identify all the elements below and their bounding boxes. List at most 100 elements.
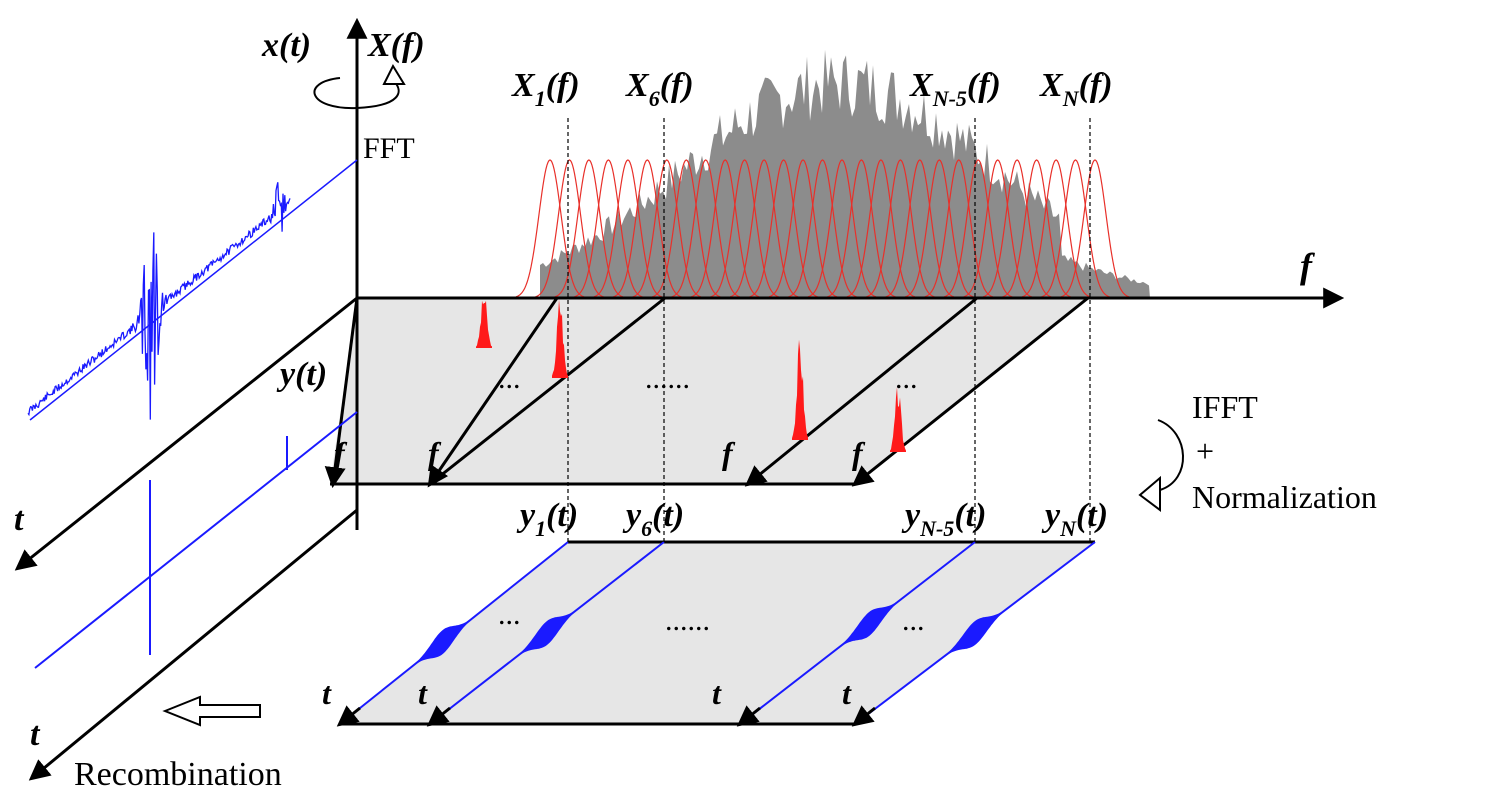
label-recombination: Recombination [74,756,282,793]
original-signal [27,182,291,420]
filter-curve [535,159,604,298]
component-label-n: yN(t) [1041,497,1108,541]
filter-curve [729,159,799,298]
label-t-lower: t [30,716,41,753]
band-label-6: X6(f) [625,67,694,111]
upper-strip-line-4 [744,296,978,487]
lower-strip-signals [336,541,1096,727]
component-wave-packet [829,592,910,655]
band-spike [476,300,492,348]
label-t-upper: t [14,501,25,538]
upper-strip-line-5 [851,296,1089,487]
filter-curve [1041,159,1110,298]
filter-curve [632,159,701,298]
filter-curve [866,159,935,298]
filter-curve [944,159,1013,298]
label-plus: + [1196,433,1214,469]
label-Xf: X(f) [367,27,425,64]
left-time-axes [14,296,358,781]
filter-curve [827,159,896,298]
recombination-arrow-icon [162,695,261,727]
component-time-arrow [851,705,876,727]
band-label-n5: XN-5(f) [909,67,1001,111]
label-xt: x(t) [261,27,311,64]
band-label-n: XN(f) [1039,67,1113,111]
ifft-arrow-head [1138,475,1161,512]
component-time-arrow [336,705,361,727]
lower-plane [340,542,1095,724]
filter-curve [768,159,838,298]
filter-curve [982,159,1052,298]
time-signals [27,182,291,655]
component-label-1: y1(t) [516,497,578,541]
signal-spectrum [540,49,1150,298]
band-spike [890,387,906,452]
filter-curve [593,159,663,298]
component-time-arrow [426,705,451,727]
label-f-strip-4: f [852,435,866,471]
label-ifft: IFFT [1192,389,1258,425]
signal-baseline-lower [34,411,358,669]
filter-curve [1021,159,1091,298]
lower-time-axis [28,508,358,781]
label-normalization: Normalization [1192,479,1377,515]
filter-curve [749,159,818,298]
lower-strip-lines [340,540,1095,726]
upper-strip-lines [324,296,1089,489]
filter-curve [885,159,954,298]
component-label-6: y6(t) [622,497,684,541]
rotation-arrow-head [382,63,406,85]
ifft-arrow-icon [1138,419,1184,512]
component-wave-packet [934,602,1016,664]
filter-curve [788,159,857,298]
ellipsis-upper-1: ... [498,362,521,395]
filter-curve [574,159,643,298]
band-label-1: X1(f) [511,67,580,111]
upper-time-axis [14,296,358,571]
filter-bank [515,159,1130,298]
band-spike [792,339,808,440]
ellipsis-lower-1: ... [498,598,521,631]
filter-curve [1060,159,1130,298]
component-wave-packet [403,611,482,674]
filter-curve [554,159,624,298]
label-t-strip-4: t [842,675,852,711]
upper-strip-line-2 [427,297,559,488]
filter-curve [710,159,779,298]
label-f-strip-2: f [428,435,442,471]
filter-curve [846,159,916,298]
label-t-strip-3: t [712,675,722,711]
upper-strip-line-1 [324,297,359,489]
component-wave-packet [507,602,587,664]
label-f-strip-3: f [722,435,736,471]
signal-baseline-upper [29,159,358,421]
filter-curve [515,159,585,298]
ellipsis-lower-2: ...... [665,604,710,637]
guide-lines [567,118,1091,542]
label-t-strip-2: t [418,675,428,711]
upper-strip-line-3 [429,296,666,486]
label-f-axis: f [1300,246,1315,286]
filter-curve [691,159,760,298]
filter-curve [807,159,877,298]
label-t-strip-1: t [322,675,332,711]
label-f-strip-1: f [334,435,348,471]
fft-rotation-icon [313,63,406,110]
component-label-n5: yN-5(t) [901,497,986,541]
ellipsis-upper-2: ...... [645,362,690,395]
upper-plane [330,298,1088,484]
label-fft: FFT [363,132,415,165]
filter-curve [613,159,682,298]
filter-curve [1002,159,1071,298]
component-time-arrow [736,705,761,727]
label-yt: y(t) [276,356,327,393]
filter-curve [905,159,974,298]
band-spikes [476,299,906,452]
ellipsis-lower-3: ... [902,604,925,637]
band-spike [552,299,568,378]
filter-curve [924,159,993,298]
filter-curve [671,159,740,298]
ellipsis-upper-3: ... [895,362,918,395]
